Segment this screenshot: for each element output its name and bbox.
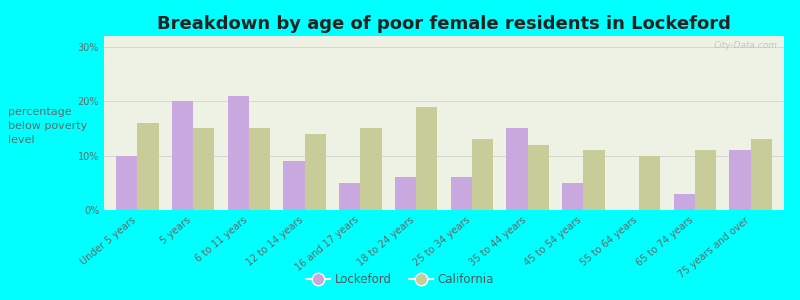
- Text: percentage
below poverty
level: percentage below poverty level: [8, 107, 87, 145]
- Bar: [695, 150, 716, 210]
- Bar: [283, 161, 305, 210]
- Title: Breakdown by age of poor female residents in Lockeford: Breakdown by age of poor female resident…: [157, 15, 731, 33]
- Bar: [360, 128, 382, 210]
- Text: City-Data.com: City-Data.com: [714, 41, 778, 50]
- Bar: [472, 139, 493, 210]
- Bar: [674, 194, 695, 210]
- Bar: [506, 128, 528, 210]
- Bar: [339, 183, 360, 210]
- Bar: [562, 183, 583, 210]
- Bar: [450, 177, 472, 210]
- Bar: [172, 101, 193, 210]
- Legend: Lockeford, California: Lockeford, California: [302, 269, 498, 291]
- Bar: [750, 139, 772, 210]
- Bar: [138, 123, 158, 210]
- Bar: [416, 107, 438, 210]
- Bar: [528, 145, 549, 210]
- Bar: [395, 177, 416, 210]
- Bar: [193, 128, 214, 210]
- Bar: [583, 150, 605, 210]
- Bar: [249, 128, 270, 210]
- Bar: [730, 150, 750, 210]
- Bar: [228, 96, 249, 210]
- Bar: [116, 156, 138, 210]
- Bar: [639, 156, 660, 210]
- Bar: [305, 134, 326, 210]
